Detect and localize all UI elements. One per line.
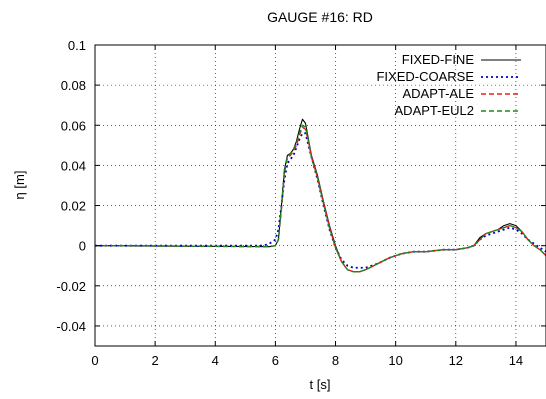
series-line-2 [95, 132, 546, 269]
x-tick-label: 6 [272, 353, 279, 368]
y-tick-label: -0.04 [56, 319, 86, 334]
plot-frame [94, 44, 546, 347]
x-tick-label: 10 [388, 353, 402, 368]
y-tick-label: 0.1 [68, 38, 86, 53]
legend-label: FIXED-FINE [402, 52, 475, 67]
legend-label: ADAPT-ALE [402, 86, 474, 101]
axis-ticks: 0 2 4 6 8 10 12 14 -0.04 -0.02 0 0.02 0.04 0.06 0.08 0.… [56, 38, 546, 368]
legend-label: ADAPT-EUL2 [395, 103, 474, 118]
series-line-4 [95, 124, 546, 273]
chart-title: GAUGE #16: RD [267, 9, 373, 25]
plot-area [95, 118, 546, 273]
x-tick-label: 0 [91, 353, 98, 368]
x-tick-label: 12 [449, 353, 463, 368]
y-tick-label: 0.06 [61, 118, 86, 133]
x-tick-label: 2 [152, 353, 159, 368]
x-tick-label: 8 [332, 353, 339, 368]
x-tick-label: 4 [212, 353, 219, 368]
legend-label: FIXED-COARSE [376, 69, 474, 84]
legend: FIXED-FINE FIXED-COARSE ADAPT-ALE ADAPT-EUL… [376, 52, 521, 118]
x-tick-label: 14 [509, 353, 523, 368]
y-tick-label: 0.02 [61, 199, 86, 214]
y-tick-label: 0 [79, 239, 86, 254]
y-tick-label: -0.02 [56, 279, 86, 294]
y-tick-label: 0.04 [61, 158, 86, 173]
series-line-3 [95, 126, 546, 273]
y-tick-label: 0.08 [61, 78, 86, 93]
x-axis-label: t [s] [310, 377, 331, 392]
y-axis-label: η [m] [12, 171, 27, 200]
